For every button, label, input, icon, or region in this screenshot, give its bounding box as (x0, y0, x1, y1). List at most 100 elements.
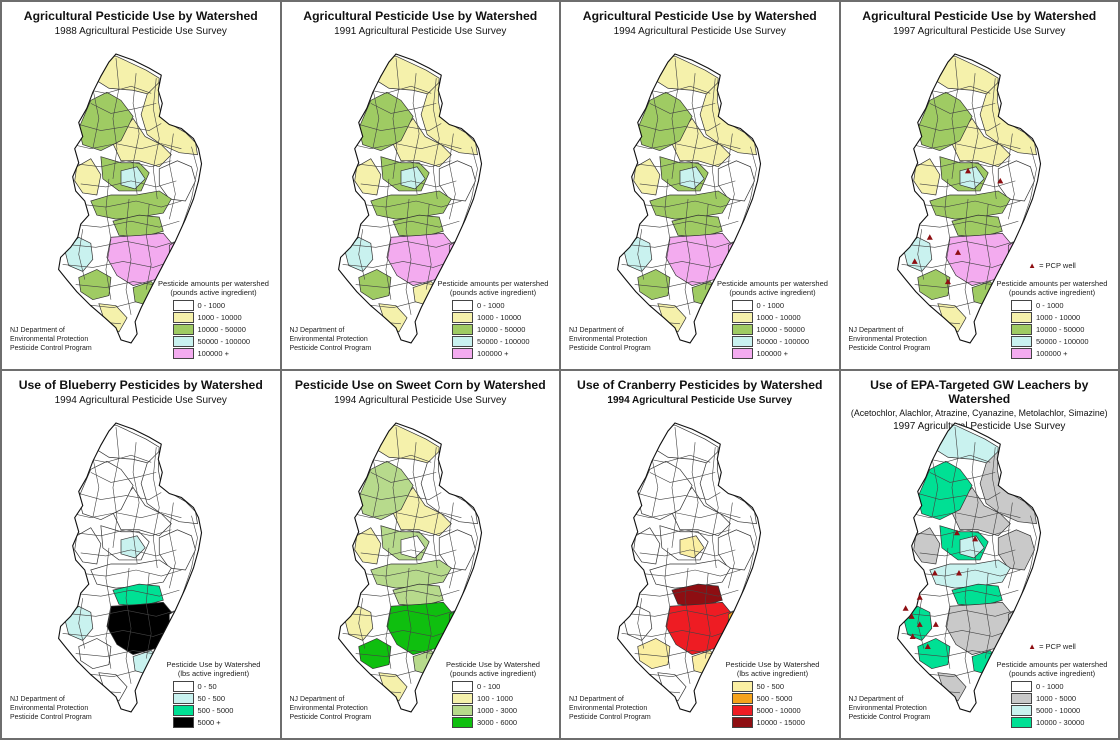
watershed-boundary-line (432, 78, 440, 200)
attribution-line: Pesticide Control Program (848, 713, 931, 721)
panel-title: Pesticide Use on Sweet Corn by Watershed (294, 378, 546, 392)
watershed-region-center-cyan (679, 166, 705, 190)
legend-item: 50 - 500 (172, 693, 277, 704)
watershed-boundary-line (152, 447, 160, 569)
panel-header: Use of Cranberry Pesticides by Watershed… (561, 371, 839, 407)
watershed-region-east-mid (438, 160, 476, 202)
watershed-boundary-line (75, 650, 160, 657)
attribution: NJ Department of Environmental Protection… (569, 695, 651, 722)
watershed-boundary-line (671, 427, 679, 548)
legend-item: 1000 - 10000 (1011, 312, 1115, 323)
watershed-boundary-line (132, 442, 140, 564)
watershed-boundary-line (711, 447, 719, 569)
legend-swatch (172, 717, 194, 728)
legend-swatch (452, 300, 473, 311)
watershed-boundary-line (917, 200, 1020, 208)
attribution: NJ Department of Environmental Protection… (849, 695, 931, 722)
watershed-boundary-line (904, 240, 1015, 248)
watershed-boundary-line (971, 73, 978, 195)
watershed-region-nw-ridge (357, 91, 413, 152)
legend-title: Pesticide amounts per watershed (996, 279, 1108, 288)
watershed-boundary-line (357, 229, 365, 280)
legend-rows: 0 - 100 100 - 1000 1000 - 3000 3000 - 6000 (430, 681, 556, 728)
watershed-boundary-line (62, 261, 172, 268)
watershed-region-mid-band (369, 190, 452, 220)
watershed-boundary-line (907, 512, 1020, 518)
watershed-boundary-line (649, 103, 716, 114)
legend-label: 3000 - 6000 (477, 718, 518, 727)
attribution-line: Pesticide Control Program (569, 344, 651, 352)
legend-subtitle: (pounds active ingredient) (1008, 288, 1096, 297)
watershed-boundary-line (345, 609, 456, 617)
legend-rows: 0 - 1000 1000 - 5000 5000 - 10000 10000 - 3… (989, 681, 1115, 728)
legend-title: Pesticide amounts per watershed (996, 660, 1108, 669)
legend-item: 100000 + (172, 348, 277, 359)
attribution-line: Environmental Protection (10, 704, 89, 712)
watershed-boundary-line (65, 609, 177, 617)
watershed-region-west-mid (912, 158, 940, 196)
watershed-region-sw-green (357, 638, 391, 670)
legend-item: 10000 - 15000 (731, 717, 836, 728)
state-outline (616, 53, 762, 344)
legend-subtitle: (lbs active ingredient) (736, 669, 809, 678)
legend-swatch (172, 693, 194, 704)
panel-title: Agricultural Pesticide Use by Watershed (23, 9, 258, 23)
watershed-boundary-line (112, 58, 120, 179)
watershed-boundary-line (1007, 133, 1015, 220)
watershed-boundary-line (355, 160, 451, 168)
watershed-region-east-mid (438, 529, 476, 571)
watershed-region-nw-ridge (916, 460, 972, 521)
watershed-boundary-line (929, 472, 995, 483)
watershed-boundary-line (637, 200, 741, 208)
state-outline (57, 53, 203, 344)
watershed-boundary-line (90, 103, 157, 114)
panel-title: Agricultural Pesticide Use by Watershed (862, 9, 1097, 23)
watershed-region-west-mid (912, 527, 940, 565)
legend-swatch (731, 300, 753, 311)
watershed-boundary-line (911, 220, 1018, 228)
watershed-boundary-line (145, 204, 152, 290)
watershed-boundary-line (125, 567, 132, 684)
legend-item: 5000 - 10000 (1011, 705, 1115, 716)
watershed-boundary-line (984, 204, 991, 290)
legend-swatch (172, 336, 194, 347)
legend-swatch (172, 324, 194, 335)
watershed-boundary-line (169, 502, 176, 589)
watershed-region-mid-band (90, 190, 172, 220)
watershed-boundary-line (907, 143, 1020, 149)
map-area (841, 48, 1119, 369)
attribution-line: NJ Department of (10, 326, 65, 334)
legend-label: 10000 - 50000 (477, 325, 526, 334)
legend-swatch (731, 312, 753, 323)
attribution-line: NJ Department of (569, 695, 624, 703)
legend-label: 0 - 1000 (756, 301, 785, 310)
watershed-boundary-line (924, 301, 975, 309)
legend-swatch (1011, 312, 1032, 323)
watershed-boundary-line (392, 58, 399, 179)
panel-title: Use of EPA-Targeted GW Leachers by Water… (870, 378, 1089, 407)
watershed-region-center-cyan (959, 535, 985, 559)
legend-label: 10000 - 50000 (756, 325, 805, 334)
watershed-region-mid-band (649, 190, 731, 220)
watershed-region-south-core-upper (950, 214, 1003, 238)
watershed-region-south-core-upper (112, 583, 164, 607)
legend-rows: 0 - 1000 1000 - 10000 10000 - 50000 50000 -… (989, 300, 1115, 359)
attribution-line: Pesticide Control Program (848, 344, 931, 352)
legend-label: 100000 + (197, 349, 230, 358)
map-area (2, 417, 280, 738)
watershed-boundary-line (360, 549, 456, 557)
legend-label: 10000 - 30000 (1036, 718, 1085, 727)
state-outline (896, 53, 1041, 344)
watershed-region-nw-ridge (78, 91, 134, 152)
watershed-boundary-line (704, 573, 711, 659)
watershed-boundary-line (631, 589, 739, 597)
map-area (282, 417, 560, 738)
watershed-boundary-line (634, 281, 719, 288)
panel-title: Agricultural Pesticide Use by Watershed (582, 9, 817, 23)
panel-subtitle: 1994 Agricultural Pesticide Use Survey (334, 395, 507, 407)
legend-label: 1000 - 10000 (756, 313, 801, 322)
legend-swatch (1011, 705, 1032, 716)
attribution-line: NJ Department of (289, 326, 345, 334)
watershed-boundary-line (85, 670, 137, 678)
watershed-region-nw-ridge (637, 91, 693, 152)
